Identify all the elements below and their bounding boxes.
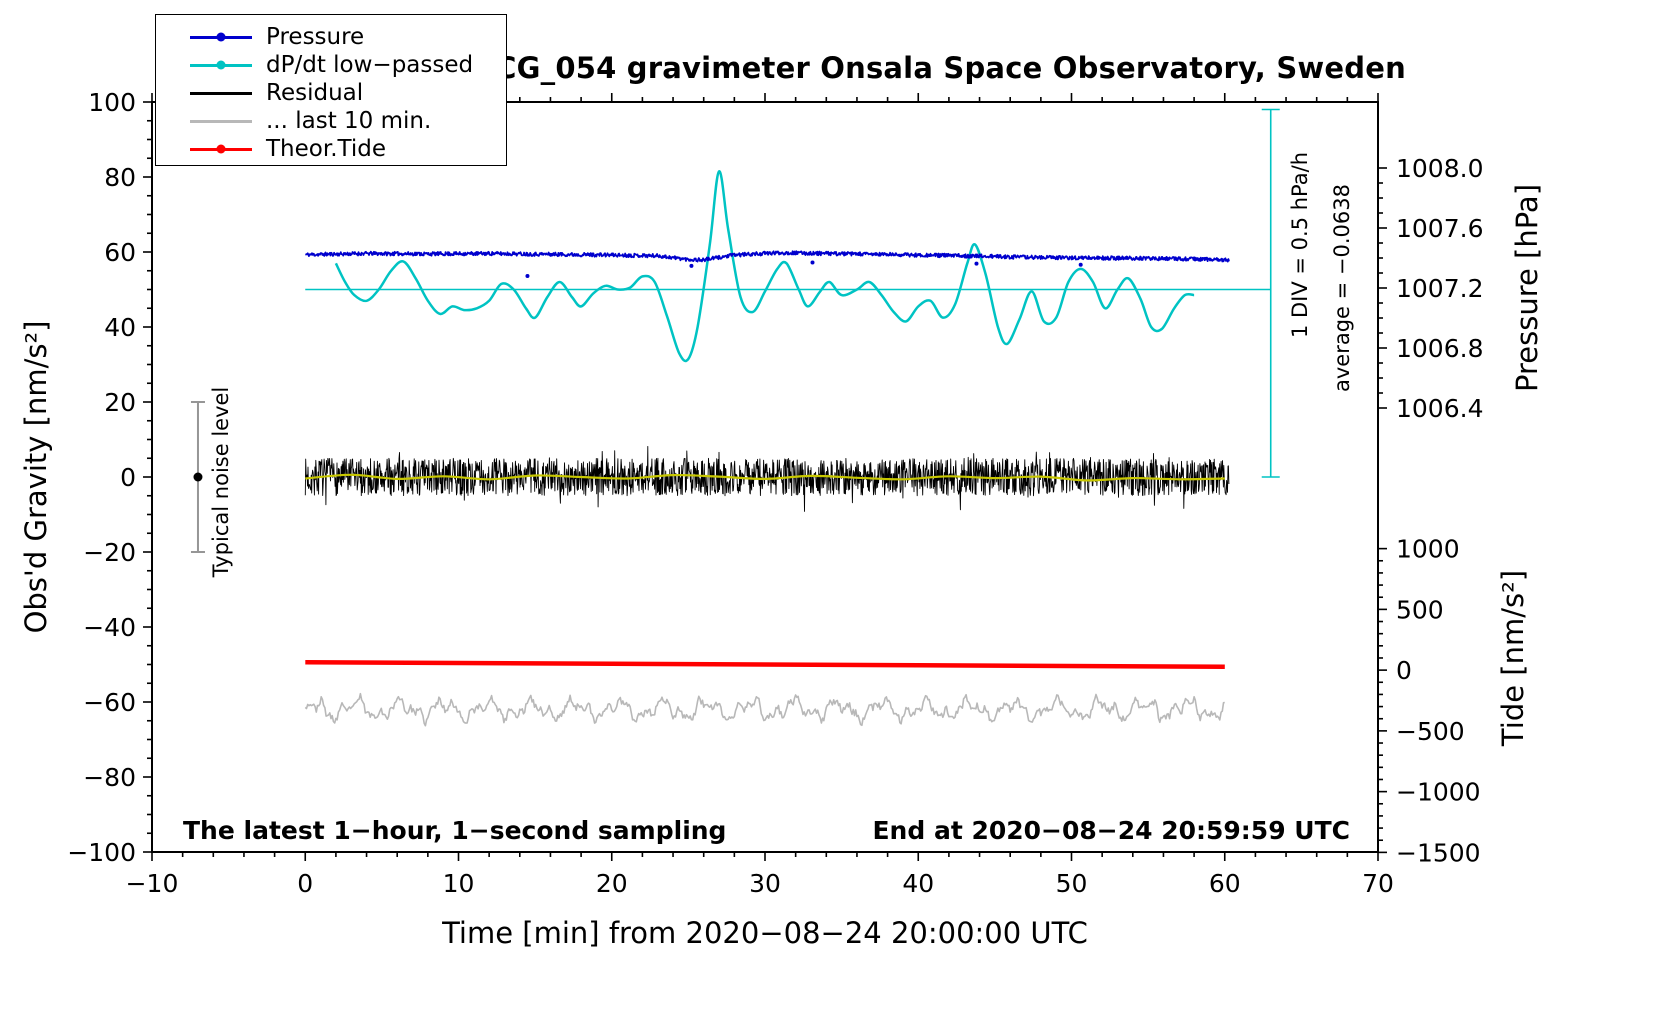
- legend-label: Residual: [266, 80, 364, 106]
- legend-label: Pressure: [266, 24, 365, 50]
- typical-noise-errorbar: [190, 401, 205, 553]
- svg-text:−40: −40: [83, 613, 136, 642]
- svg-text:−60: −60: [83, 688, 136, 717]
- legend-label: ... last 10 min.: [266, 108, 432, 134]
- svg-text:60: 60: [1209, 869, 1241, 898]
- svg-text:−80: −80: [83, 763, 136, 792]
- chart-title: SCG_054 gravimeter Onsala Space Observat…: [474, 51, 1406, 85]
- svg-text:100: 100: [88, 88, 136, 117]
- y-axis-label-tide: Tide [nm/s²]: [1496, 569, 1530, 747]
- legend-item-residual: Residual: [156, 79, 506, 107]
- legend: Pressure dP/dt low−passed Residual ... l…: [155, 14, 507, 166]
- y-axis-label-gravity: Obs'd Gravity [nm/s²]: [19, 320, 53, 634]
- svg-text:1007.2: 1007.2: [1396, 274, 1483, 303]
- series-pressure: [305, 250, 1230, 278]
- series-theor-tide: [305, 660, 1225, 670]
- svg-text:20: 20: [596, 869, 628, 898]
- legend-item-last10: ... last 10 min.: [156, 107, 506, 135]
- svg-text:1007.6: 1007.6: [1396, 214, 1483, 243]
- legend-item-dpdt: dP/dt low−passed: [156, 51, 506, 79]
- theortide-line-swatch: [190, 144, 252, 154]
- svg-text:70: 70: [1362, 869, 1394, 898]
- svg-text:−1500: −1500: [1396, 838, 1481, 867]
- pressure-line-swatch: [190, 32, 252, 42]
- svg-text:0: 0: [1396, 656, 1412, 685]
- svg-text:−20: −20: [83, 538, 136, 567]
- sampling-note: The latest 1−hour, 1−second sampling: [183, 816, 727, 845]
- svg-text:1008.0: 1008.0: [1396, 154, 1483, 183]
- svg-text:1000: 1000: [1396, 535, 1460, 564]
- legend-item-pressure: Pressure: [156, 23, 506, 51]
- svg-text:50: 50: [1056, 869, 1088, 898]
- svg-text:0: 0: [120, 463, 136, 492]
- div-scale-label: 1 DIV = 0.5 hPa/h: [1288, 151, 1312, 339]
- svg-text:40: 40: [902, 869, 934, 898]
- legend-label: Theor.Tide: [266, 136, 386, 162]
- series-residual-lowpass: [305, 473, 1225, 482]
- svg-text:1006.4: 1006.4: [1396, 394, 1483, 423]
- svg-text:40: 40: [104, 313, 136, 342]
- svg-text:80: 80: [104, 163, 136, 192]
- legend-label: dP/dt low−passed: [266, 52, 474, 78]
- y-axis-label-pressure: Pressure [hPa]: [1510, 183, 1544, 393]
- series-dpdt-lowpassed: [334, 170, 1195, 363]
- svg-text:−10: −10: [126, 869, 179, 898]
- theortide-dot-icon: [216, 144, 226, 154]
- pressure-dot-icon: [216, 32, 226, 42]
- svg-text:60: 60: [104, 238, 136, 267]
- x-axis-label: Time [min] from 2020−08−24 20:00:00 UTC: [442, 916, 1088, 950]
- noise-level-label: Typical noise level: [209, 386, 233, 578]
- end-time-note: End at 2020−08−24 20:59:59 UTC: [872, 816, 1350, 845]
- axes: −10 0 10 20 30 40 50 60 70−100−80−60−40−20020406…: [67, 88, 1483, 898]
- reference-lines: [305, 108, 1280, 478]
- svg-text:−100: −100: [67, 838, 136, 867]
- svg-text:0: 0: [297, 869, 313, 898]
- svg-text:1006.8: 1006.8: [1396, 334, 1483, 363]
- average-label: average = −0.0638: [1330, 184, 1354, 392]
- dpdt-line-swatch: [190, 60, 252, 70]
- svg-text:30: 30: [749, 869, 781, 898]
- svg-text:−500: −500: [1396, 717, 1465, 746]
- last10-line-swatch: [190, 119, 252, 123]
- series-residual-last10: [304, 692, 1225, 727]
- svg-text:10: 10: [443, 869, 475, 898]
- svg-text:−1000: −1000: [1396, 778, 1481, 807]
- svg-text:500: 500: [1396, 595, 1444, 624]
- legend-item-theortide: Theor.Tide: [156, 135, 506, 163]
- residual-line-swatch: [190, 91, 252, 95]
- svg-text:20: 20: [104, 388, 136, 417]
- dpdt-dot-icon: [216, 60, 226, 70]
